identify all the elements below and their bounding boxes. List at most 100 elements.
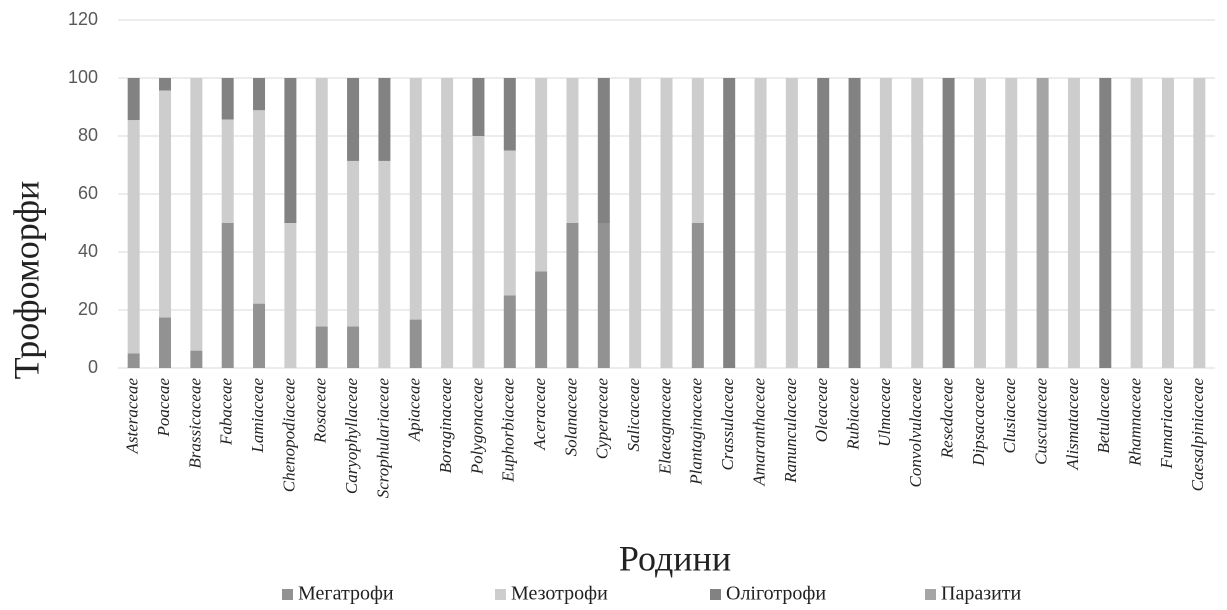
- bar-segment: [409, 78, 422, 320]
- x-tick-label: Oleaceae: [812, 378, 831, 443]
- legend-label: Паразити: [941, 583, 1022, 605]
- x-tick-label: Rubiaceae: [843, 378, 862, 451]
- x-tick-label: Fabaceae: [217, 378, 236, 446]
- bar-segment: [159, 317, 172, 368]
- bar-segment: [535, 78, 548, 272]
- x-tick-label: Polygonaceae: [467, 378, 486, 476]
- x-tick-label: Apiaceae: [405, 378, 424, 443]
- bar-segment: [503, 150, 516, 296]
- x-tick-label: Ulmaceae: [875, 378, 894, 447]
- y-tick-label: 60: [78, 183, 98, 203]
- bar-segment: [1161, 78, 1174, 368]
- bar-segment: [1099, 78, 1112, 368]
- bar-segment: [1130, 78, 1143, 368]
- x-tick-label: Ranunculaceae: [781, 378, 800, 484]
- bar-segment: [221, 119, 234, 223]
- x-tick-label: Elaeagnaceae: [655, 378, 674, 476]
- bar-segment: [973, 78, 986, 368]
- x-tick-label: Rosaceae: [311, 378, 330, 445]
- bar-segment: [879, 78, 892, 368]
- bar-segment: [472, 78, 485, 136]
- bar-segment: [159, 90, 172, 318]
- bar-segment: [1193, 78, 1206, 368]
- legend-label: Мегатрофи: [298, 583, 394, 605]
- x-tick-label: Plantaginaceae: [687, 378, 706, 486]
- x-tick-label: Rhamnaceae: [1126, 378, 1145, 467]
- bar-segment: [253, 303, 266, 368]
- bar-segment: [378, 78, 391, 161]
- bar-segment: [190, 350, 203, 368]
- bar-segment: [503, 78, 516, 151]
- bar-segment: [566, 78, 579, 223]
- bar-segment: [566, 223, 579, 368]
- x-tick-label: Alismataceae: [1063, 378, 1082, 471]
- x-tick-label: Caryophyllaceae: [342, 378, 361, 495]
- legend-swatch: [495, 589, 506, 600]
- x-tick-label: Solanaceae: [561, 378, 580, 457]
- bar-segment: [315, 78, 328, 327]
- bar-segment: [472, 136, 485, 368]
- bar-segment: [284, 223, 297, 368]
- bar-segment: [284, 78, 297, 223]
- bar-segment: [221, 78, 234, 120]
- y-tick-label: 80: [78, 125, 98, 145]
- x-tick-label: Resedaceae: [937, 378, 956, 460]
- bar-segment: [253, 78, 266, 111]
- x-tick-label: Aceraceae: [530, 378, 549, 451]
- legend-swatch: [710, 589, 721, 600]
- x-tick-label: Caesalpiniaceae: [1188, 378, 1207, 492]
- y-tick-label: 0: [88, 357, 98, 377]
- bar-segment: [190, 78, 203, 351]
- bar-segment: [409, 319, 422, 368]
- bar-segment: [503, 295, 516, 368]
- bar-segment: [347, 78, 360, 161]
- bar-segment: [221, 223, 234, 368]
- bar-segment: [127, 78, 140, 121]
- x-tick-label: Clusiaceae: [1000, 378, 1019, 454]
- x-tick-label: Amaranthaceae: [749, 378, 768, 487]
- bar-segment: [127, 353, 140, 368]
- bar-segment: [691, 78, 704, 223]
- y-tick-label: 100: [68, 67, 98, 87]
- x-tick-label: Boraginaceae: [436, 378, 455, 474]
- bar-segment: [754, 78, 767, 368]
- x-tick-label: Convolvulaceae: [906, 378, 925, 488]
- bar-segment: [785, 78, 798, 368]
- bar-segment: [848, 78, 861, 368]
- bar-segment: [1067, 78, 1080, 368]
- y-tick-label: 120: [68, 9, 98, 29]
- x-tick-label: Chenopodiaceae: [279, 378, 298, 493]
- bar-segment: [817, 78, 830, 368]
- bar-segment: [441, 78, 454, 368]
- bar-segment: [159, 78, 172, 91]
- x-tick-label: Cyperaceae: [593, 378, 612, 460]
- x-tick-label: Euphorbiaceae: [499, 378, 518, 483]
- x-tick-label: Fumariaceae: [1157, 378, 1176, 470]
- bar-segment: [1005, 78, 1018, 368]
- legend-swatch: [282, 589, 293, 600]
- y-tick-label: 20: [78, 299, 98, 319]
- y-tick-label: 40: [78, 241, 98, 261]
- x-tick-label: Crassulaceae: [718, 378, 737, 471]
- x-tick-label: Poaceae: [154, 378, 173, 438]
- bar-segment: [691, 223, 704, 368]
- bar-segment: [597, 223, 610, 368]
- bar-segment: [347, 160, 360, 327]
- legend-swatch: [925, 589, 936, 600]
- bar-segment: [378, 160, 391, 368]
- x-tick-label: Lamiaceae: [248, 378, 267, 454]
- bar-segment: [347, 326, 360, 368]
- bar-segment: [629, 78, 642, 368]
- x-tick-label: Betulaceae: [1094, 378, 1113, 454]
- legend-label: Мезотрофи: [511, 583, 608, 605]
- bar-segment: [911, 78, 924, 368]
- x-axis-title: Родини: [619, 538, 731, 578]
- x-tick-label: Dipsacaceae: [969, 378, 988, 467]
- bar-segment: [127, 120, 140, 354]
- bar-segment: [597, 78, 610, 223]
- legend-label: Оліготрофи: [726, 583, 826, 605]
- bar-segment: [1036, 78, 1049, 368]
- y-axis-title: Трофоморфи: [6, 181, 46, 380]
- bar-segment: [253, 110, 266, 304]
